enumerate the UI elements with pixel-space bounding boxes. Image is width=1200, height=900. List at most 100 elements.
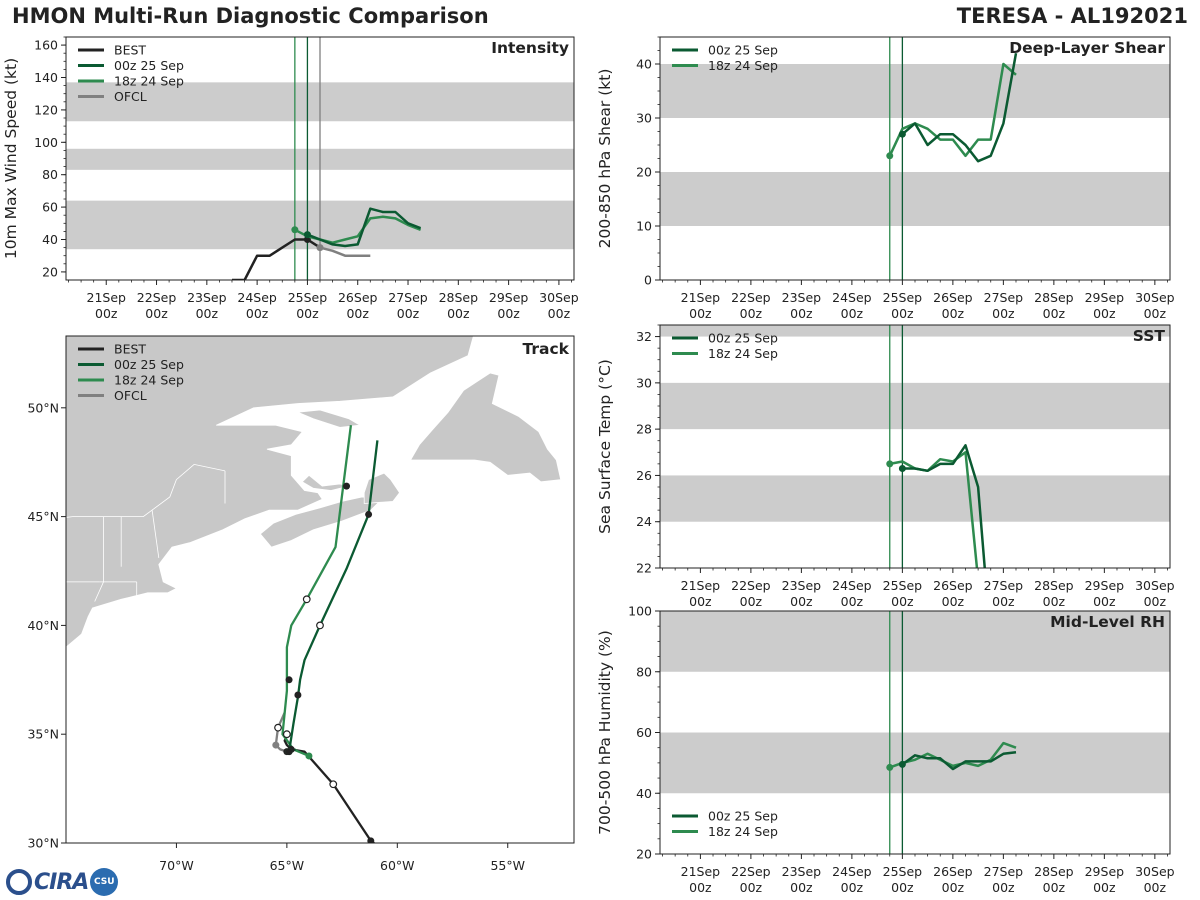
y-axis-label: 10m Max Wind Speed (kt) (2, 58, 20, 259)
panel-title-rh: Mid-Level RH (1050, 613, 1165, 631)
series-marker-ofcl (316, 244, 324, 252)
x-tick-day: 22Sep (137, 290, 177, 305)
land-mass (301, 474, 349, 491)
y-tick-label: 30 (636, 375, 652, 390)
x-tick-hour: 00z (1144, 306, 1167, 321)
x-tick-hour: 00z (942, 594, 965, 609)
x-tick-day: 22Sep (731, 864, 771, 879)
x-tick-hour: 00z (548, 306, 571, 321)
series-marker-run1 (898, 760, 906, 768)
y-tick-label: 140 (34, 70, 58, 85)
series-marker-run2 (291, 226, 299, 234)
track-marker-open (329, 780, 338, 789)
y-tick-label: 30 (636, 111, 652, 126)
track-marker-open (316, 621, 324, 630)
y-tick-label: 160 (34, 38, 58, 53)
x-tick-day: 30Sep (1135, 578, 1175, 593)
lon-tick-label: 65°W (270, 858, 305, 873)
x-tick-hour: 00z (790, 880, 813, 895)
x-tick-hour: 00z (1093, 594, 1116, 609)
x-tick-day: 21Sep (681, 290, 721, 305)
x-tick-day: 23Sep (782, 864, 822, 879)
x-tick-hour: 00z (1093, 880, 1116, 895)
legend-label: 18z 24 Sep (708, 824, 778, 839)
x-tick-day: 25Sep (883, 290, 923, 305)
series-line-run1 (901, 52, 1018, 163)
border-line (66, 463, 226, 518)
panel-track: 70°W 65°W 60°W 55°W 30°N 35°N 40°N 45°N 50°N Trac… (27, 335, 575, 873)
x-tick-hour: 00z (1043, 306, 1066, 321)
panel-title-intensity: Intensity (491, 39, 569, 57)
y-tick-label: 0 (644, 273, 652, 288)
series-line-run2 (889, 451, 979, 568)
x-tick-hour: 00z (689, 594, 712, 609)
y-tick-label: 10 (636, 219, 652, 234)
threshold-band (660, 172, 1170, 226)
legend-label: 00z 25 Sep (708, 809, 778, 824)
x-tick-day: 23Sep (782, 290, 822, 305)
track-marker-open (282, 730, 291, 739)
y-tick-label: 80 (42, 167, 58, 182)
x-tick-day: 23Sep (782, 578, 822, 593)
lat-tick-label: 35°N (27, 727, 59, 742)
lat-tick-label: 40°N (27, 618, 59, 633)
lat-tick-label: 45°N (27, 509, 59, 524)
x-tick-hour: 00z (346, 306, 369, 321)
panel-shear: 01020304021Sep00z22Sep00z23Sep00z24Sep00… (596, 36, 1175, 321)
y-tick-label: 20 (636, 847, 652, 862)
x-tick-hour: 00z (790, 306, 813, 321)
y-tick-label: 24 (636, 514, 652, 529)
y-tick-label: 28 (636, 422, 652, 437)
track-marker-filled (285, 676, 293, 684)
x-tick-hour: 00z (689, 880, 712, 895)
legend-label: 18z 24 Sep (114, 373, 184, 388)
track-marker-filled (365, 510, 373, 518)
series-line-run2 (888, 62, 1017, 158)
x-tick-day: 26Sep (338, 290, 378, 305)
track-marker-filled (367, 837, 375, 843)
threshold-band (660, 732, 1170, 794)
lon-tick-label: 70°W (159, 858, 194, 873)
x-tick-hour: 00z (992, 880, 1015, 895)
y-tick-label: 120 (34, 102, 58, 117)
border-line (151, 510, 160, 558)
track-line-run1 (287, 440, 379, 753)
legend-label: 00z 25 Sep (114, 357, 184, 372)
x-tick-hour: 00z (497, 306, 520, 321)
logo-badge-icon: CSU (90, 868, 119, 896)
track-marker-filled (305, 752, 313, 760)
x-tick-hour: 00z (196, 306, 219, 321)
panel-intensity: 2040608010012014016021Sep00z22Sep00z23Se… (2, 36, 579, 321)
lat-tick-label: 30°N (27, 836, 59, 851)
track-marker-open (302, 595, 311, 604)
x-tick-hour: 00z (841, 306, 864, 321)
track-line-best (283, 735, 376, 843)
x-tick-hour: 00z (891, 594, 914, 609)
x-tick-hour: 00z (740, 880, 763, 895)
x-tick-hour: 00z (891, 880, 914, 895)
x-tick-day: 21Sep (681, 578, 721, 593)
legend-label: 18z 24 Sep (708, 58, 778, 73)
threshold-band (660, 382, 1170, 430)
x-tick-day: 29Sep (489, 290, 529, 305)
x-tick-hour: 00z (689, 306, 712, 321)
lat-tick-label: 50°N (27, 400, 59, 415)
series-line-ofcl (319, 246, 371, 257)
legend-label: 18z 24 Sep (708, 346, 778, 361)
x-tick-hour: 00z (992, 306, 1015, 321)
x-tick-hour: 00z (447, 306, 470, 321)
legend-label: BEST (114, 43, 146, 58)
x-tick-day: 23Sep (187, 290, 227, 305)
y-axis-label: 700-500 hPa Humidity (%) (596, 630, 614, 835)
legend-label: 00z 25 Sep (708, 331, 778, 346)
map-frame (65, 335, 575, 844)
x-tick-day: 27Sep (984, 864, 1024, 879)
logo-swirl-icon (6, 869, 32, 895)
y-axis-label: 200-850 hPa Shear (kt) (596, 69, 614, 249)
series-line-run2 (889, 741, 1017, 769)
x-tick-hour: 00z (246, 306, 269, 321)
y-tick-label: 60 (636, 725, 652, 740)
y-tick-label: 40 (636, 57, 652, 72)
x-tick-day: 26Sep (933, 578, 973, 593)
